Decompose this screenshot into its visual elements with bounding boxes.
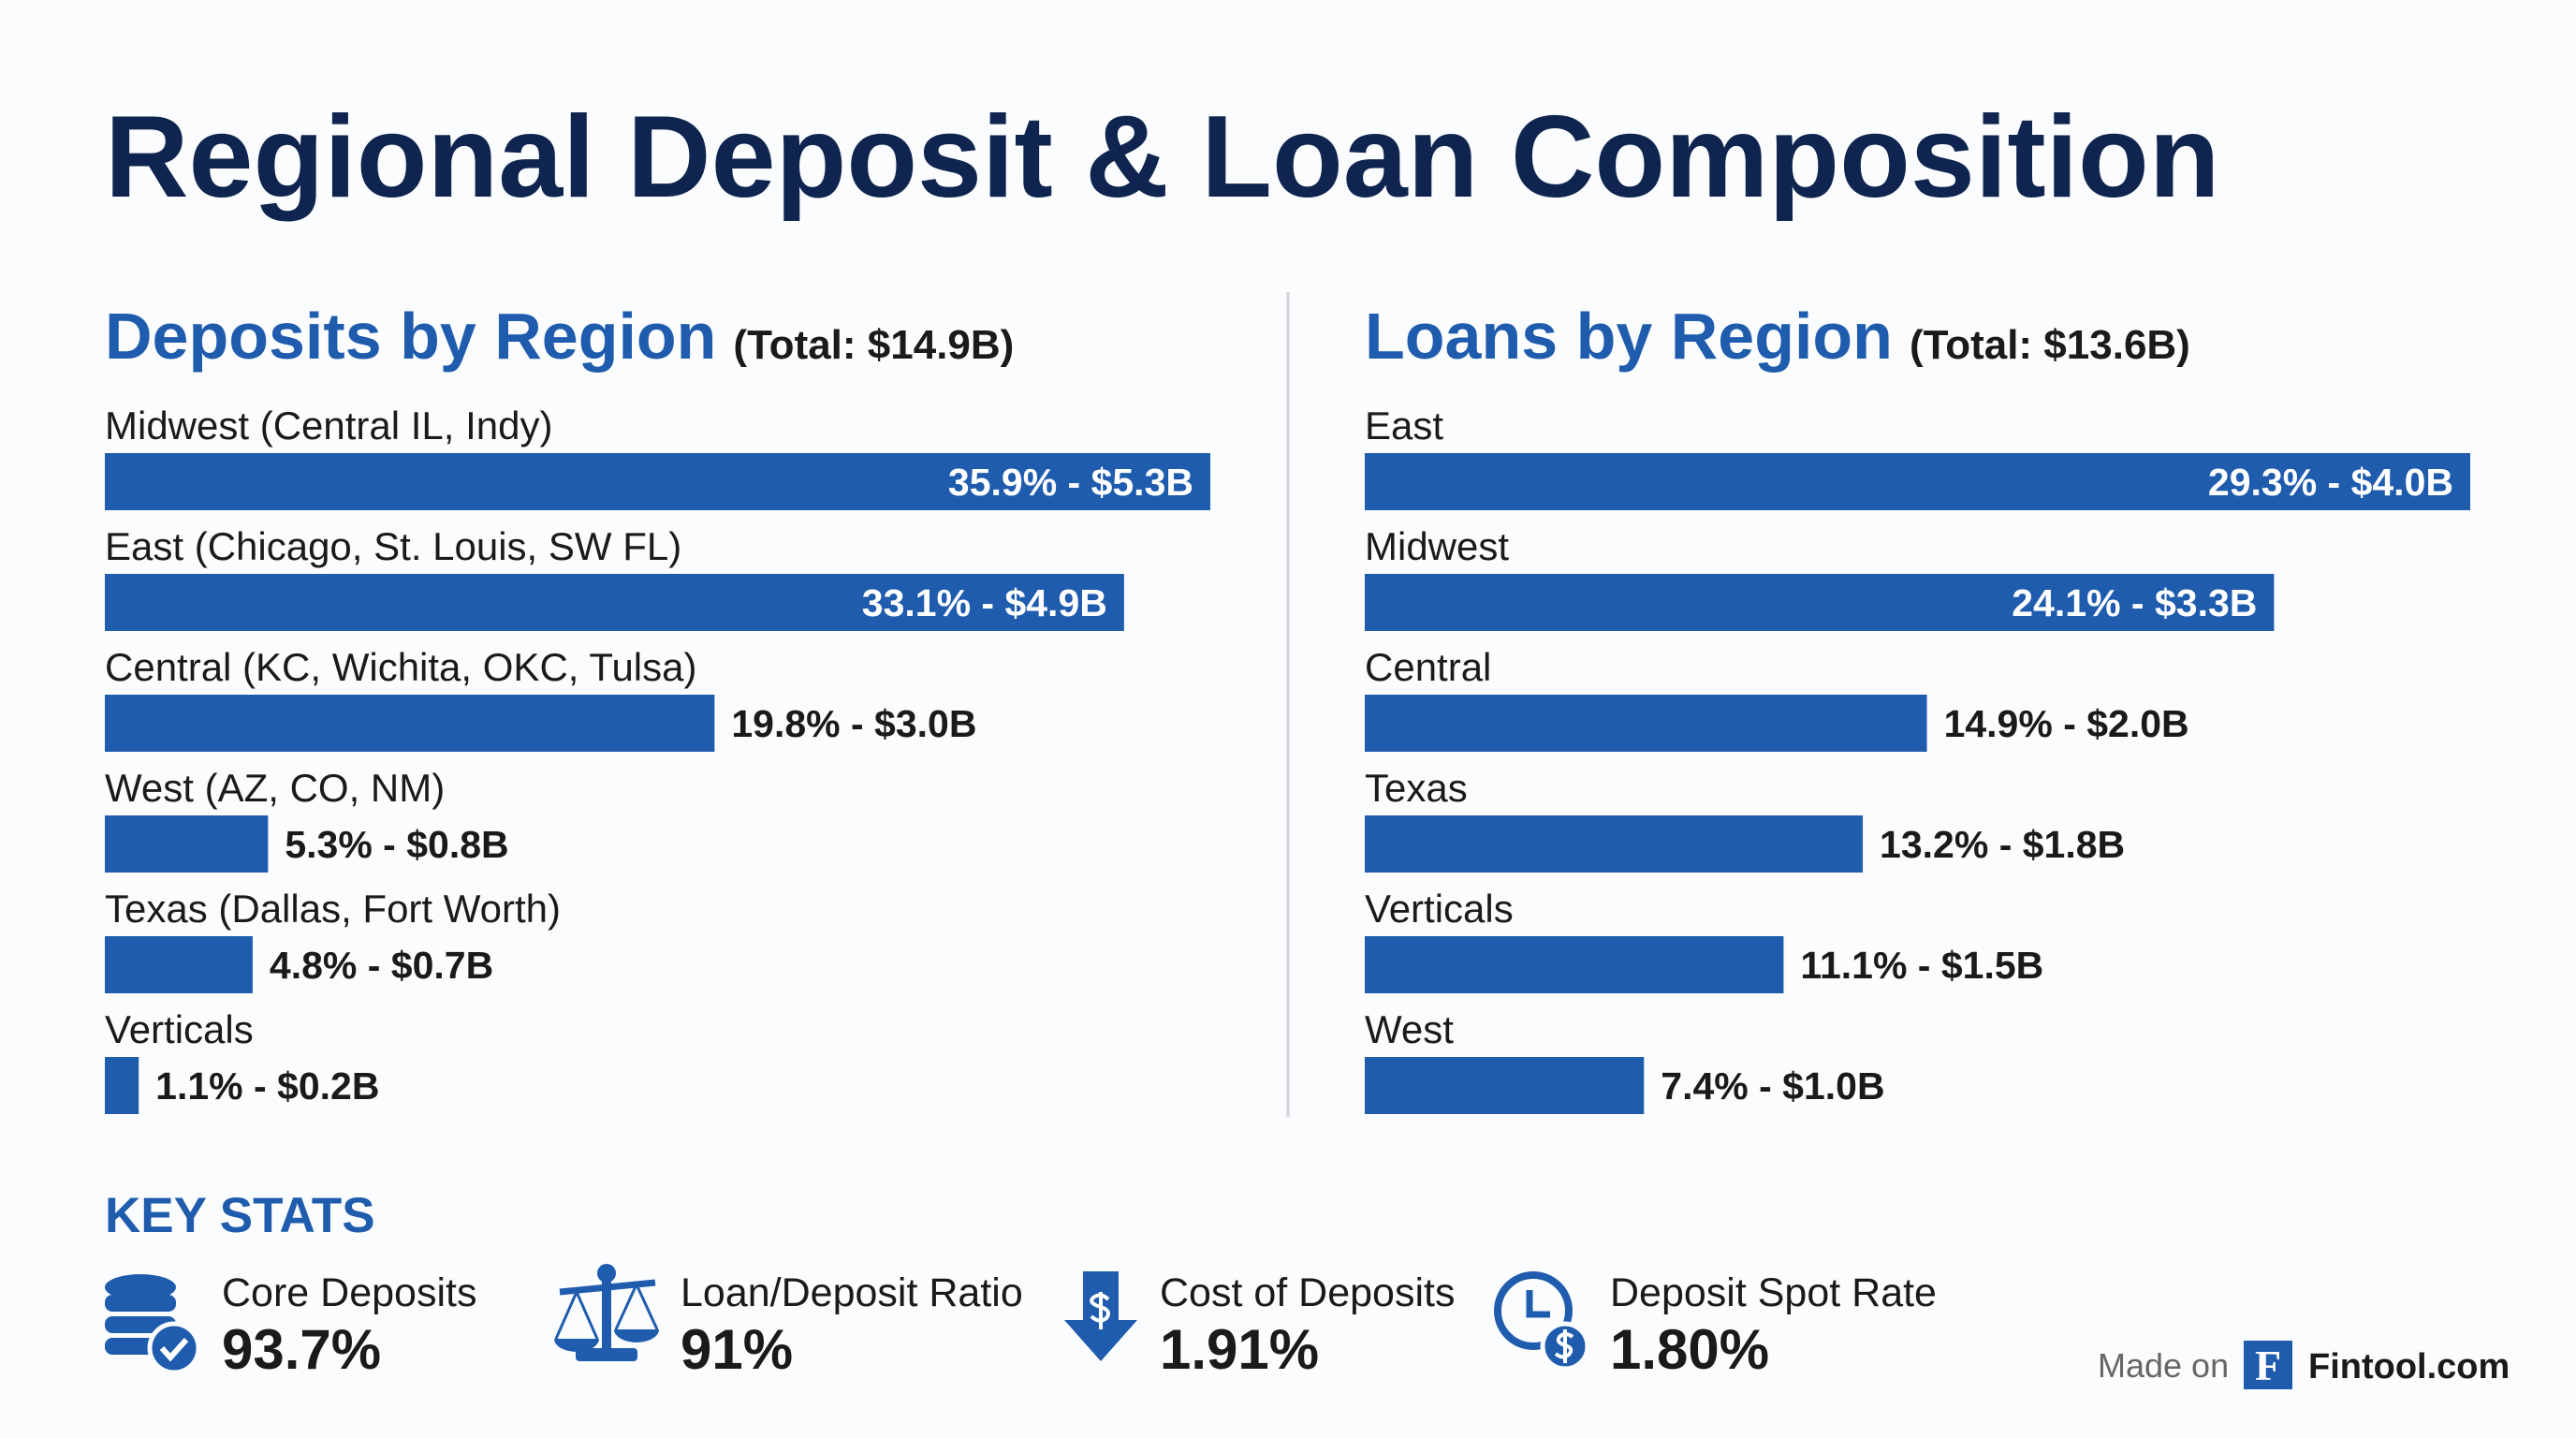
stat-label: Loan/Deposit Ratio bbox=[681, 1270, 1023, 1315]
page-title: Regional Deposit & Loan Composition bbox=[105, 93, 2220, 222]
stat-label: Cost of Deposits bbox=[1160, 1270, 1455, 1315]
bar bbox=[105, 695, 715, 752]
chart-title-text: Deposits by Region bbox=[105, 300, 716, 373]
value-label: 7.4% - $1.0B bbox=[1661, 1064, 1884, 1108]
icon-clock bbox=[1494, 1271, 1590, 1372]
category-label: Midwest bbox=[1365, 524, 1509, 568]
bar bbox=[1365, 936, 1784, 993]
bar bbox=[105, 815, 269, 873]
category-label: Texas bbox=[1365, 766, 1468, 810]
stat-value: 1.91% bbox=[1160, 1318, 1319, 1381]
value-label: 1.1% - $0.2B bbox=[155, 1064, 379, 1108]
icon-scale bbox=[554, 1264, 659, 1361]
stat-value: 1.80% bbox=[1610, 1318, 1769, 1381]
bar bbox=[105, 574, 1124, 631]
chart-title: Deposits by Region (Total: $14.9B) bbox=[105, 300, 1014, 373]
category-label: Midwest (Central IL, Indy) bbox=[105, 404, 553, 448]
bar bbox=[105, 936, 253, 993]
key-stats-title: KEY STATS bbox=[105, 1188, 375, 1243]
value-label: 19.8% - $3.0B bbox=[731, 702, 976, 745]
category-label: Central (KC, Wichita, OKC, Tulsa) bbox=[105, 645, 696, 689]
bar bbox=[105, 453, 1210, 510]
category-label: Verticals bbox=[105, 1007, 254, 1051]
value-label: 24.1% - $3.3B bbox=[2012, 581, 2257, 624]
stat-label: Core Deposits bbox=[222, 1270, 476, 1315]
bar bbox=[1365, 1057, 1645, 1114]
bar bbox=[1365, 574, 2275, 631]
chart-title-text: Loans by Region bbox=[1365, 300, 1893, 373]
category-label: East (Chicago, St. Louis, SW FL) bbox=[105, 524, 681, 568]
value-label: 13.2% - $1.8B bbox=[1880, 823, 2125, 866]
value-label: 33.1% - $4.9B bbox=[862, 581, 1107, 624]
category-label: East bbox=[1365, 404, 1443, 448]
value-label: 29.3% - $4.0B bbox=[2208, 461, 2453, 504]
stat-value: 93.7% bbox=[222, 1318, 381, 1381]
category-label: West bbox=[1365, 1007, 1454, 1051]
brand: Fintool.com bbox=[2308, 1347, 2510, 1387]
bar bbox=[1365, 815, 1864, 873]
charts: Deposits by Region (Total: $14.9B) Midwest… bbox=[105, 300, 2470, 1114]
chart-title: Loans by Region (Total: $13.6B) bbox=[1365, 300, 2190, 373]
chart-subtitle: (Total: $14.9B) bbox=[733, 322, 1014, 368]
value-label: 35.9% - $5.3B bbox=[948, 461, 1193, 504]
icon-database bbox=[105, 1274, 201, 1375]
value-label: 4.8% - $0.7B bbox=[270, 944, 493, 987]
value-label: 14.9% - $2.0B bbox=[1944, 702, 2189, 745]
logo-box bbox=[2244, 1341, 2292, 1389]
bar bbox=[1365, 695, 1927, 752]
logo: F bbox=[2255, 1342, 2281, 1389]
category-label: Texas (Dallas, Fort Worth) bbox=[105, 887, 561, 931]
bar bbox=[1365, 453, 2470, 510]
stat-value: 91% bbox=[681, 1318, 793, 1381]
chart-subtitle: (Total: $13.6B) bbox=[1910, 322, 2190, 368]
value-label: 11.1% - $1.5B bbox=[1800, 944, 2043, 987]
made-on: Made on bbox=[2098, 1346, 2229, 1385]
icon-down-arrow bbox=[1064, 1271, 1137, 1361]
value-label: 5.3% - $0.8B bbox=[285, 823, 508, 866]
category-label: Verticals bbox=[1365, 887, 1514, 931]
stat-label: Deposit Spot Rate bbox=[1610, 1270, 1937, 1315]
category-label: Central bbox=[1365, 645, 1491, 689]
category-label: West (AZ, CO, NM) bbox=[105, 766, 445, 810]
bar bbox=[105, 1057, 139, 1114]
